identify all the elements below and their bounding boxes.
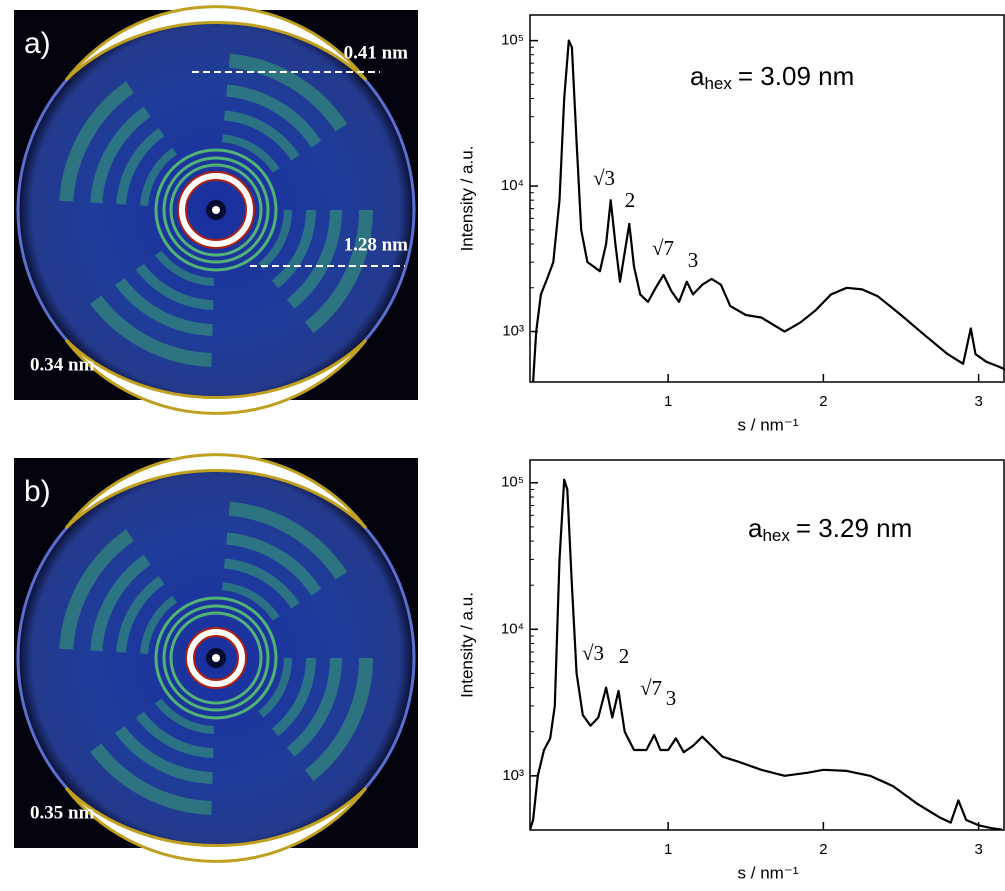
inner-ring-core [187,629,245,687]
peak-label: 3 [688,248,699,272]
peak-label: √7 [652,236,674,260]
annotation: ahex = 3.29 nm [748,513,912,546]
x-axis-title: s / nm⁻¹ [738,863,799,882]
diffuse-ring [90,532,342,784]
peak-label: 2 [619,644,630,668]
annotation-text: = 3.29 nm [796,513,912,543]
y-tick-label: 10⁴ [501,620,524,637]
sharp-ring [154,596,278,720]
image-annotation: 0.41 nm [344,42,409,63]
y-axis-title: Intensity / a.u. [457,146,476,252]
diffuse-ring [116,110,316,310]
peak-label: √3 [582,641,604,665]
sharp-ring [169,611,263,705]
x-axis-title: s / nm⁻¹ [738,415,799,434]
sharp-ring [154,148,278,272]
diffuse-ring [140,582,292,734]
y-tick-label: 10⁵ [501,474,524,491]
outer-arc [64,5,368,82]
beam-center [212,654,220,662]
data-line [530,478,1003,830]
data-line [532,39,1005,382]
x-tick-label: 3 [974,393,982,410]
y-tick-label: 10³ [502,767,524,784]
image-annotation: 0.34 nm [30,354,95,375]
annotation-subscript: hex [704,74,732,93]
diffuse-ring [116,558,316,758]
peak-label: √3 [593,166,615,190]
plot-frame [529,14,1005,383]
peak-label: 3 [666,686,677,710]
y-tick-label: 10⁵ [501,32,524,49]
outer-arc [64,786,368,863]
panel-label: a) [24,27,51,60]
outer-arc [64,338,368,415]
peak-label: √7 [640,676,662,700]
x-tick-label: 1 [664,393,672,410]
x-tick-label: 2 [819,841,827,858]
plot-frame [529,459,1005,831]
chart: 10³ 10⁴ 10⁵ 1 2 3 s / nm⁻¹ Intensity / a.u. √3 2 √… [457,14,1005,434]
image-annotation: 0.35 nm [30,802,95,823]
annotation-symbol: a [748,513,763,543]
x-tick-label: 2 [819,393,827,410]
y-tick-label: 10³ [502,323,524,340]
diffuse-ring [59,501,373,815]
outer-arc [64,453,368,530]
x-tick-label: 3 [974,841,982,858]
inner-ring-core [179,173,253,247]
beam-center [212,206,220,214]
sharp-ring [169,163,263,257]
annotation: ahex = 3.09 nm [690,61,854,94]
chart: 10³ 10⁴ 10⁵ 1 2 3 s / nm⁻¹ Intensity / a.u. √3 2 √… [457,459,1005,882]
diffraction-image: b) 0.35 nm [14,453,418,863]
sharp-ring [162,604,270,712]
y-axis-title: Intensity / a.u. [457,592,476,698]
diffuse-ring [140,134,292,286]
image-annotation: 1.28 nm [344,234,409,255]
diffuse-ring [59,53,373,367]
annotation-text: = 3.09 nm [738,61,854,91]
x-tick-label: 1 [664,841,672,858]
y-tick-label: 10⁴ [501,177,524,194]
peak-label: 2 [625,188,636,212]
annotation-subscript: hex [762,526,790,545]
diffuse-ring [90,84,342,336]
sharp-ring [162,156,270,264]
annotation-symbol: a [690,61,705,91]
diffraction-image: a) 0.41 nm 1.28 nm 0.34 nm [14,5,418,415]
panel-label: b) [24,475,51,508]
